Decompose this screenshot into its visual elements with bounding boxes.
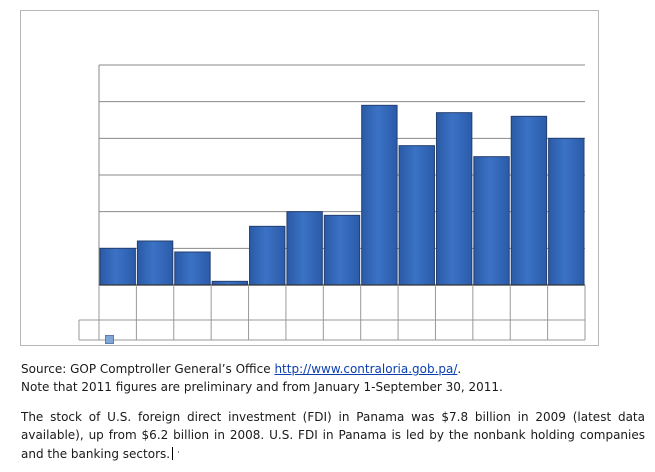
bar: [136, 240, 174, 286]
bar: [548, 137, 585, 286]
stray-mark: ·: [177, 448, 180, 458]
source-line: Source: GOP Comptroller General’s Office…: [21, 360, 645, 378]
bar: [174, 251, 211, 286]
bar: [286, 211, 323, 286]
bar: [249, 225, 286, 286]
source-suffix: .: [457, 362, 462, 376]
bar-chart: [78, 64, 586, 341]
fdi-paragraph-text: The stock of U.S. foreign direct investm…: [21, 410, 645, 461]
bar: [361, 104, 398, 286]
source-prefix: Source: GOP Comptroller General’s Office: [21, 362, 275, 376]
bar: [435, 112, 473, 286]
body-paragraph[interactable]: The stock of U.S. foreign direct investm…: [21, 408, 645, 463]
bar: [510, 115, 548, 286]
source-link[interactable]: http://www.contraloria.gob.pa/: [274, 362, 458, 376]
bar: [473, 156, 510, 286]
bar: [323, 214, 361, 286]
preliminary-note: Note that 2011 figures are preliminary a…: [21, 380, 503, 394]
bar: [99, 247, 136, 286]
text-cursor: [172, 447, 174, 460]
source-note: Source: GOP Comptroller General’s Office…: [21, 360, 645, 396]
legend-key-icon: [105, 335, 114, 344]
chart-container: [20, 10, 599, 346]
bar: [398, 145, 435, 286]
